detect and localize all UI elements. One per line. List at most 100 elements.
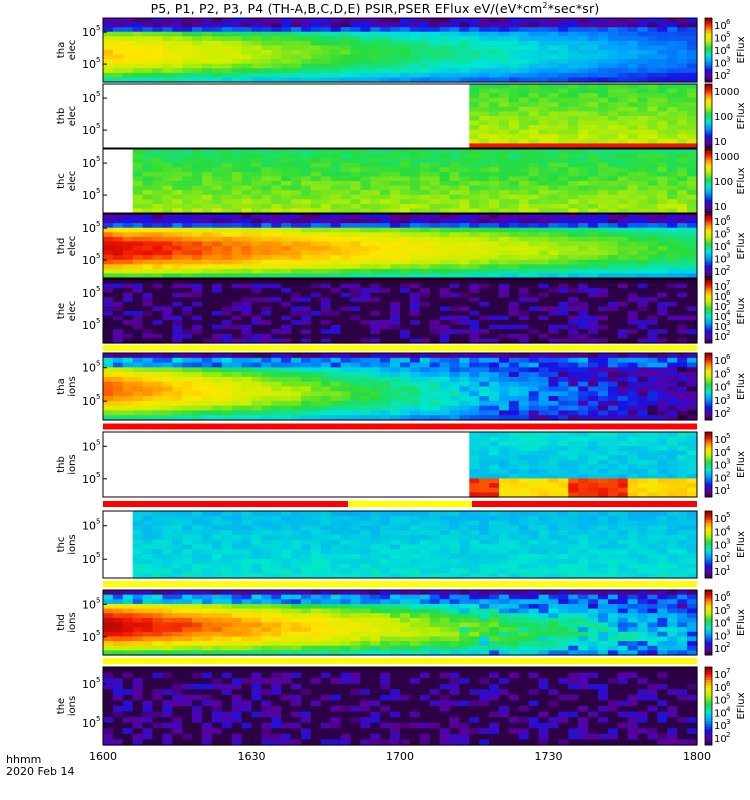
heatmap-cell bbox=[469, 203, 480, 210]
heatmap-cell bbox=[380, 162, 391, 168]
heatmap-cell bbox=[152, 283, 163, 289]
heatmap-cell bbox=[538, 432, 550, 438]
heatmap-cell bbox=[657, 45, 668, 51]
heatmap-cell bbox=[647, 338, 658, 344]
heatmap-cell bbox=[469, 405, 480, 412]
heatmap-cell bbox=[677, 185, 688, 191]
heatmap-cell bbox=[489, 362, 500, 368]
heatmap-cell bbox=[360, 77, 371, 83]
heatmap-cell bbox=[647, 214, 658, 220]
heatmap-cell bbox=[429, 72, 441, 79]
heatmap-cell bbox=[518, 31, 530, 37]
heatmap-cell bbox=[320, 268, 332, 275]
heatmap-cell bbox=[211, 72, 223, 79]
colorbar-tick-label: 10 bbox=[714, 217, 727, 228]
heatmap-cell bbox=[390, 54, 401, 60]
heatmap-cell bbox=[469, 97, 480, 103]
heatmap-cell bbox=[172, 22, 183, 28]
heatmap-cell bbox=[301, 367, 312, 373]
heatmap-cell bbox=[152, 190, 163, 196]
heatmap-cell bbox=[281, 292, 292, 298]
heatmap-cell bbox=[479, 185, 490, 191]
heatmap-cell bbox=[508, 376, 520, 383]
heatmap-cell bbox=[182, 315, 193, 321]
colorbar-tick-label: 10 bbox=[714, 255, 727, 266]
heatmap-cell bbox=[320, 400, 332, 407]
heatmap-cell bbox=[637, 116, 649, 122]
heatmap-cell bbox=[538, 84, 550, 90]
heatmap-cell bbox=[370, 273, 381, 279]
heatmap-cell bbox=[419, 367, 431, 373]
heatmap-cell bbox=[182, 214, 193, 220]
heatmap-cell bbox=[687, 329, 698, 335]
heatmap-cell bbox=[657, 102, 668, 108]
heatmap-cell bbox=[162, 236, 173, 243]
heatmap-cell bbox=[241, 386, 253, 392]
heatmap-cell bbox=[439, 190, 451, 196]
heatmap-cell bbox=[518, 292, 530, 298]
heatmap-cell bbox=[479, 353, 490, 359]
heatmap-cell bbox=[518, 268, 530, 275]
heatmap-cell bbox=[211, 338, 223, 344]
heatmap-cell bbox=[429, 381, 441, 388]
heatmap-cell bbox=[320, 288, 332, 294]
heatmap-cell bbox=[172, 59, 183, 65]
heatmap-cell bbox=[499, 176, 510, 182]
colorbar-segment bbox=[705, 254, 712, 258]
heatmap-cell bbox=[112, 315, 124, 321]
heatmap-cell bbox=[409, 45, 421, 51]
heatmap-cell bbox=[251, 405, 262, 412]
heatmap-cell bbox=[617, 134, 629, 140]
heatmap-cell bbox=[251, 149, 262, 155]
heatmap-cell bbox=[142, 232, 154, 238]
heatmap-cell bbox=[538, 405, 550, 412]
heatmap-cell bbox=[211, 232, 223, 238]
heatmap-cell bbox=[578, 176, 589, 182]
colorbar-segment bbox=[705, 338, 712, 342]
heatmap-cell bbox=[538, 367, 550, 373]
heatmap-cell bbox=[538, 72, 550, 79]
colorbar-segment bbox=[705, 96, 712, 100]
heatmap-cell bbox=[518, 129, 530, 135]
heatmap-cell bbox=[370, 149, 381, 155]
heatmap-cell bbox=[132, 167, 144, 173]
colorbar-segment bbox=[705, 105, 712, 108]
heatmap-cell bbox=[588, 18, 599, 24]
heatmap-cell bbox=[360, 338, 371, 344]
heatmap-cell bbox=[479, 190, 490, 196]
heatmap-cell bbox=[271, 185, 282, 191]
heatmap-cell bbox=[687, 22, 698, 28]
heatmap-cell bbox=[647, 264, 658, 270]
heatmap-cell bbox=[657, 88, 668, 94]
heatmap-cell bbox=[499, 158, 510, 164]
heatmap-cell bbox=[508, 129, 520, 135]
colorbar-segment bbox=[705, 73, 712, 77]
colorbar-segment bbox=[705, 163, 712, 167]
heatmap-cell bbox=[419, 214, 431, 220]
heatmap-cell bbox=[370, 40, 381, 47]
heatmap-cell bbox=[112, 324, 124, 330]
heatmap-cell bbox=[409, 396, 421, 402]
heatmap-cell bbox=[548, 93, 559, 99]
heatmap-cell bbox=[637, 176, 649, 182]
colorbar-segment bbox=[705, 291, 712, 295]
colorbar-segment bbox=[705, 35, 712, 38]
heatmap-cell bbox=[360, 362, 371, 368]
heatmap-cell bbox=[301, 171, 312, 178]
heatmap-cell bbox=[112, 45, 124, 51]
heatmap-cell bbox=[627, 190, 639, 196]
heatmap-cell bbox=[112, 232, 124, 238]
heatmap-cell bbox=[330, 315, 342, 321]
heatmap-cell bbox=[469, 283, 480, 289]
heatmap-cell bbox=[370, 283, 381, 289]
heatmap-cell bbox=[469, 22, 480, 28]
heatmap-cell bbox=[469, 190, 480, 196]
heatmap-cell bbox=[617, 353, 629, 359]
panel-frame bbox=[102, 83, 698, 149]
heatmap-cell bbox=[162, 324, 173, 330]
heatmap-cell bbox=[152, 227, 163, 233]
heatmap-cell bbox=[251, 255, 262, 261]
heatmap-cell bbox=[499, 106, 510, 113]
heatmap-cell bbox=[677, 357, 688, 364]
heatmap-cell bbox=[132, 45, 144, 51]
